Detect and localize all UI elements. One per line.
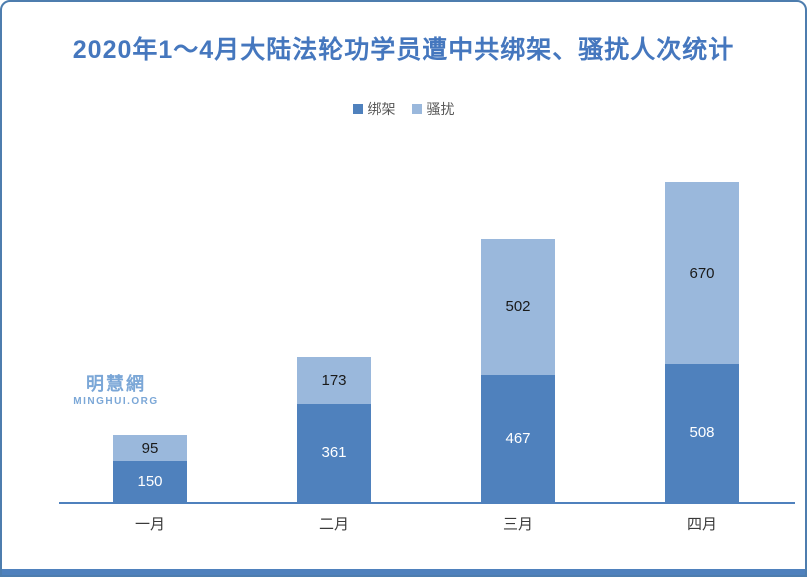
bar-segment-series0-month2: 361 <box>297 403 371 502</box>
legend-item-saorao: 骚扰 <box>411 99 455 119</box>
legend-label-bangjia: 绑架 <box>367 101 396 117</box>
x-axis-label-month3: 三月 <box>502 516 533 533</box>
bar-segment-series1-month1: 95 <box>113 435 187 462</box>
x-axis-label-month1: 一月 <box>134 516 165 533</box>
bar-value-label: 502 <box>505 298 531 316</box>
minghui-watermark: 明慧網 MINGHUI.ORG <box>66 373 166 408</box>
bottom-accent-bar <box>2 569 805 575</box>
bar-segment-series0-month4: 508 <box>665 364 739 502</box>
minghui-watermark-en: MINGHUI.ORG <box>73 395 159 407</box>
bar-value-label: 150 <box>137 473 163 491</box>
x-axis-line <box>59 502 795 504</box>
legend-swatch-bangjia <box>352 104 363 114</box>
bar-segment-series1-month2: 173 <box>297 356 371 404</box>
bar-value-label: 467 <box>505 430 531 448</box>
x-axis-label-month2: 二月 <box>318 516 349 533</box>
legend: 绑架 骚扰 <box>2 99 805 119</box>
bar-segment-series1-month4: 670 <box>665 182 739 364</box>
bar-value-label: 508 <box>689 424 715 442</box>
legend-label-saorao: 骚扰 <box>426 101 455 117</box>
bar-value-label: 361 <box>321 444 347 462</box>
bar-value-label: 95 <box>141 439 159 457</box>
chart-title: 2020年1～4月大陆法轮功学员遭中共绑架、骚扰人次统计 <box>72 36 735 64</box>
legend-swatch-saorao <box>411 104 422 114</box>
bar-segment-series0-month1: 150 <box>113 461 187 502</box>
bar-segment-series0-month3: 467 <box>481 375 555 502</box>
minghui-watermark-cn: 明慧網 <box>86 374 146 394</box>
bar-segment-series1-month3: 502 <box>481 238 555 376</box>
bar-value-label: 670 <box>689 264 715 282</box>
bar-value-label: 173 <box>321 371 347 389</box>
x-axis-label-month4: 四月 <box>686 516 717 533</box>
legend-item-bangjia: 绑架 <box>352 99 396 119</box>
